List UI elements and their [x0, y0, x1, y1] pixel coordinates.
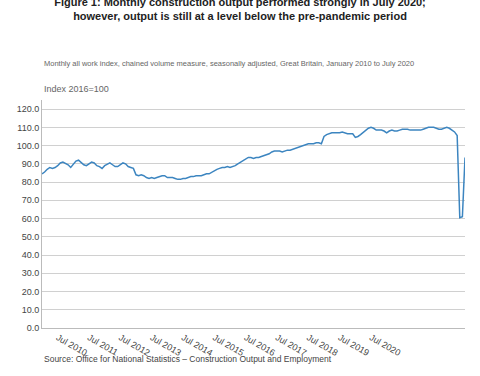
svg-text:Jul 2010: Jul 2010 [54, 332, 88, 358]
svg-text:120.0: 120.0 [17, 104, 40, 114]
svg-text:Jul 2020: Jul 2020 [368, 332, 402, 358]
svg-text:100.0: 100.0 [17, 141, 40, 151]
svg-text:Jul 2017: Jul 2017 [274, 332, 308, 358]
svg-text:90.0: 90.0 [22, 159, 40, 169]
svg-text:Jul 2019: Jul 2019 [336, 332, 370, 358]
svg-text:20.0: 20.0 [22, 287, 40, 297]
svg-text:60.0: 60.0 [22, 214, 40, 224]
svg-text:Jul 2014: Jul 2014 [180, 332, 214, 358]
svg-text:40.0: 40.0 [22, 250, 40, 260]
svg-text:10.0: 10.0 [22, 305, 40, 315]
svg-text:Figure 1: Monthly construction: Figure 1: Monthly construction output pe… [54, 0, 426, 22]
svg-text:50.0: 50.0 [22, 232, 40, 242]
svg-text:80.0: 80.0 [22, 177, 40, 187]
svg-text:Jul 2013: Jul 2013 [148, 332, 182, 358]
svg-text:Index 2016=100: Index 2016=100 [44, 84, 109, 94]
svg-text:Jul 2015: Jul 2015 [211, 332, 245, 358]
svg-text:70.0: 70.0 [22, 195, 40, 205]
svg-text:110.0: 110.0 [17, 123, 39, 133]
svg-text:Jul 2018: Jul 2018 [305, 332, 339, 358]
svg-text:Jul 2016: Jul 2016 [242, 332, 276, 358]
svg-text:30.0: 30.0 [22, 268, 40, 278]
svg-text:Source: Office for National St: Source: Office for National Statistics –… [44, 354, 332, 364]
svg-text:Monthly all work index, chaine: Monthly all work index, chained volume m… [44, 59, 414, 68]
svg-text:0.0: 0.0 [27, 323, 40, 333]
svg-text:Jul 2012: Jul 2012 [117, 332, 151, 358]
svg-text:Jul 2011: Jul 2011 [86, 332, 120, 357]
